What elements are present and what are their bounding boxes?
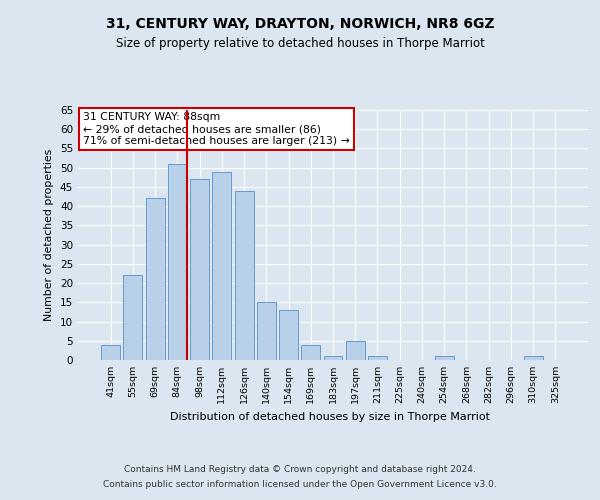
Bar [435,356,454,360]
Text: Contains HM Land Registry data © Crown copyright and database right 2024.: Contains HM Land Registry data © Crown c… [124,465,476,474]
Bar [301,344,320,360]
Text: 31 CENTURY WAY: 88sqm
← 29% of detached houses are smaller (86)
71% of semi-deta: 31 CENTURY WAY: 88sqm ← 29% of detached … [83,112,350,146]
Text: Distribution of detached houses by size in Thorpe Marriot: Distribution of detached houses by size … [170,412,490,422]
Bar [212,172,231,360]
Bar [235,191,254,360]
Bar [524,356,542,360]
Bar [323,356,343,360]
Bar [146,198,164,360]
Text: 31, CENTURY WAY, DRAYTON, NORWICH, NR8 6GZ: 31, CENTURY WAY, DRAYTON, NORWICH, NR8 6… [106,18,494,32]
Y-axis label: Number of detached properties: Number of detached properties [44,149,55,321]
Bar [168,164,187,360]
Bar [279,310,298,360]
Bar [101,344,120,360]
Bar [368,356,387,360]
Bar [124,276,142,360]
Bar [257,302,276,360]
Text: Size of property relative to detached houses in Thorpe Marriot: Size of property relative to detached ho… [116,38,484,51]
Text: Contains public sector information licensed under the Open Government Licence v3: Contains public sector information licen… [103,480,497,489]
Bar [346,341,365,360]
Bar [190,179,209,360]
